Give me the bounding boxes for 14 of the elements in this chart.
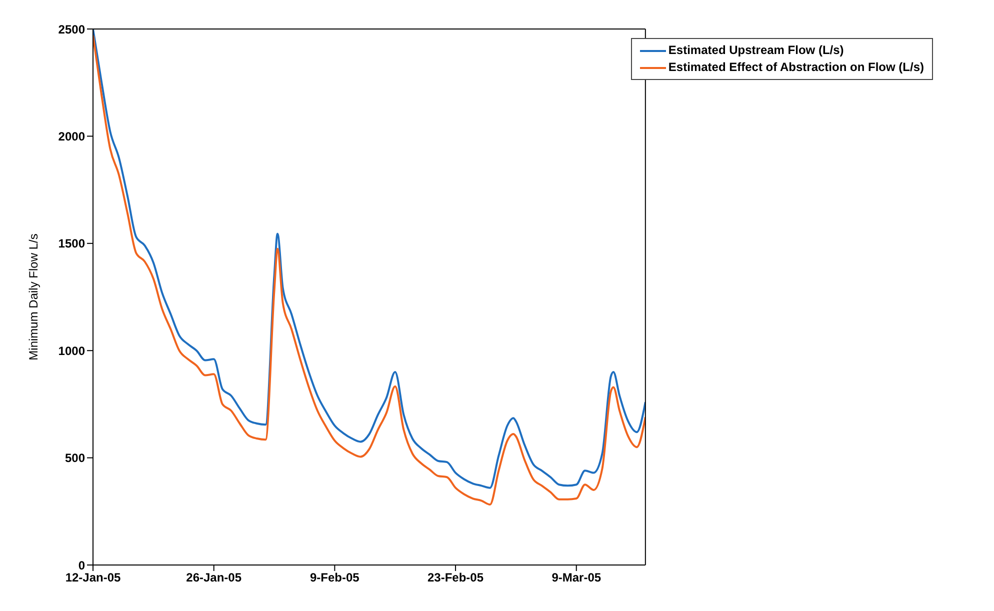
y-axis-title: Minimum Daily Flow L/s: [26, 234, 40, 360]
y-tick-label: 2500: [58, 22, 86, 36]
y-tick-label: 1500: [58, 236, 86, 251]
y-tick-label: 2000: [58, 129, 86, 144]
y-tick-label: 1000: [58, 344, 86, 358]
legend-label: Estimated Upstream Flow (L/s): [668, 42, 844, 59]
x-tick-label: 12-Jan-05: [65, 570, 122, 585]
x-tick-label: 9-Feb-05: [310, 570, 360, 585]
x-tick-label: 23-Feb-05: [428, 570, 484, 585]
legend-label: Estimated Effect of Abstraction on Flow (L/s): [668, 59, 924, 76]
x-tick-label: 9-Mar-05: [552, 570, 602, 585]
y-tick-label: 500: [64, 451, 86, 466]
y-tick-label: 0: [78, 558, 86, 572]
x-tick-label: 26-Jan-05: [186, 570, 242, 585]
